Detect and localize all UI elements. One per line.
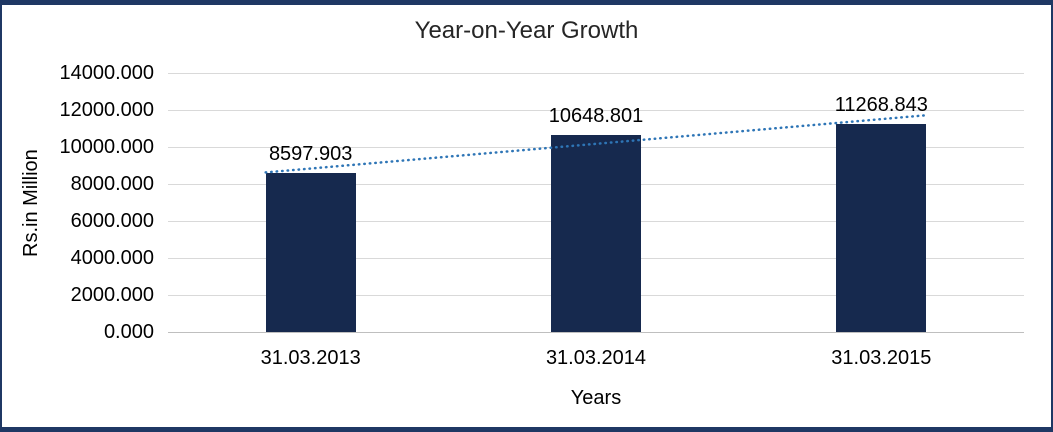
- bar-31.03.2015: [836, 123, 927, 332]
- bar-31.03.2013: [265, 172, 356, 332]
- data-label: 8597.903: [268, 142, 353, 165]
- data-label: 10648.801: [548, 105, 644, 127]
- plot-area: 8597.903 10648.801 11268.843: [168, 73, 1024, 333]
- y-tick-label: 12000.000: [59, 99, 154, 121]
- x-tick-label: 31.03.2015: [831, 347, 932, 369]
- y-tick-label: 4000.000: [70, 247, 154, 269]
- y-tick-label: 8000.000: [70, 173, 154, 195]
- bar-31.03.2014: [551, 135, 641, 332]
- y-tick-label: 14000.000: [59, 62, 154, 84]
- y-axis-tick-labels: 0.000 2000.000 4000.000 6000.000 8000.000 100…: [2, 62, 154, 343]
- y-tick-label: 10000.000: [59, 136, 154, 158]
- y-tick-label: 0.000: [103, 321, 154, 343]
- data-label: 11268.843: [834, 93, 928, 116]
- chart-title: Year-on-Year Growth: [414, 17, 639, 44]
- bars-layer: 8597.903 10648.801 11268.843: [168, 73, 1024, 332]
- y-tick-label: 2000.000: [70, 284, 154, 306]
- y-tick-label: 6000.000: [70, 210, 154, 232]
- gridline: [168, 73, 1024, 74]
- x-tick-label: 31.03.2014: [545, 347, 647, 369]
- x-axis-title: Years: [570, 387, 622, 409]
- x-tick-label: 31.03.2013: [260, 347, 361, 369]
- x-axis-tick-labels: 31.03.2013 31.03.2014 31.03.2015: [168, 347, 1024, 370]
- gridline: [168, 110, 1024, 111]
